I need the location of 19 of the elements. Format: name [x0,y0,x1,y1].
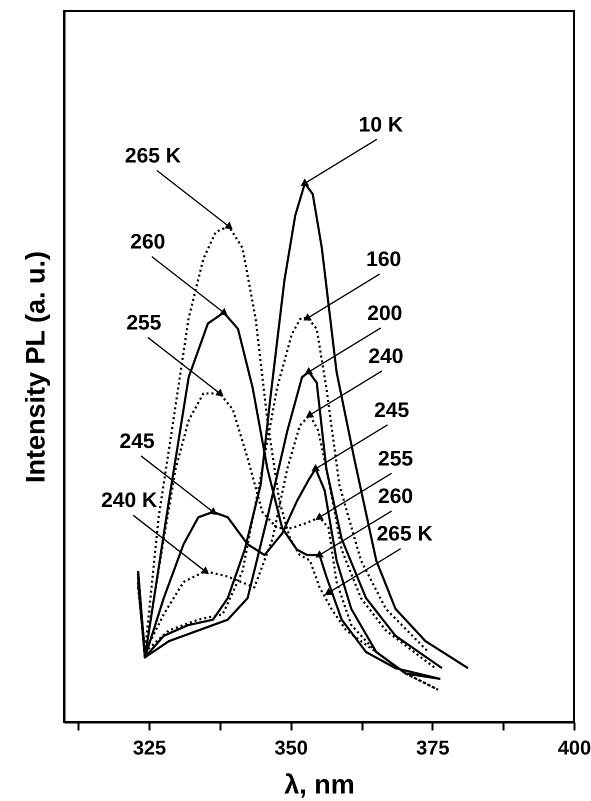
x-tick-label: 375 [416,738,450,760]
annotation: 245 [120,430,155,453]
annotation: 240 [368,344,404,368]
annotation: 260 [130,230,166,254]
annotation: 265 K [124,144,181,168]
y-axis-title: Intensity PL (a. u.) [20,250,50,484]
annotation: 160 [366,248,402,272]
annotation: 240 K [101,489,158,512]
x-axis-title: λ, nm [284,770,355,800]
annotation: 255 [378,447,414,470]
x-tick-label: 350 [274,738,308,760]
x-tick-label: 400 [558,738,591,760]
annotation: 245 [374,398,410,422]
x-tick-label: 325 [132,738,166,760]
annotation: 200 [367,302,402,325]
annotation: 10 K [358,113,404,136]
annotation: 255 [126,311,162,334]
annotation: 260 [378,485,414,508]
annotation: 265 K [376,522,433,546]
